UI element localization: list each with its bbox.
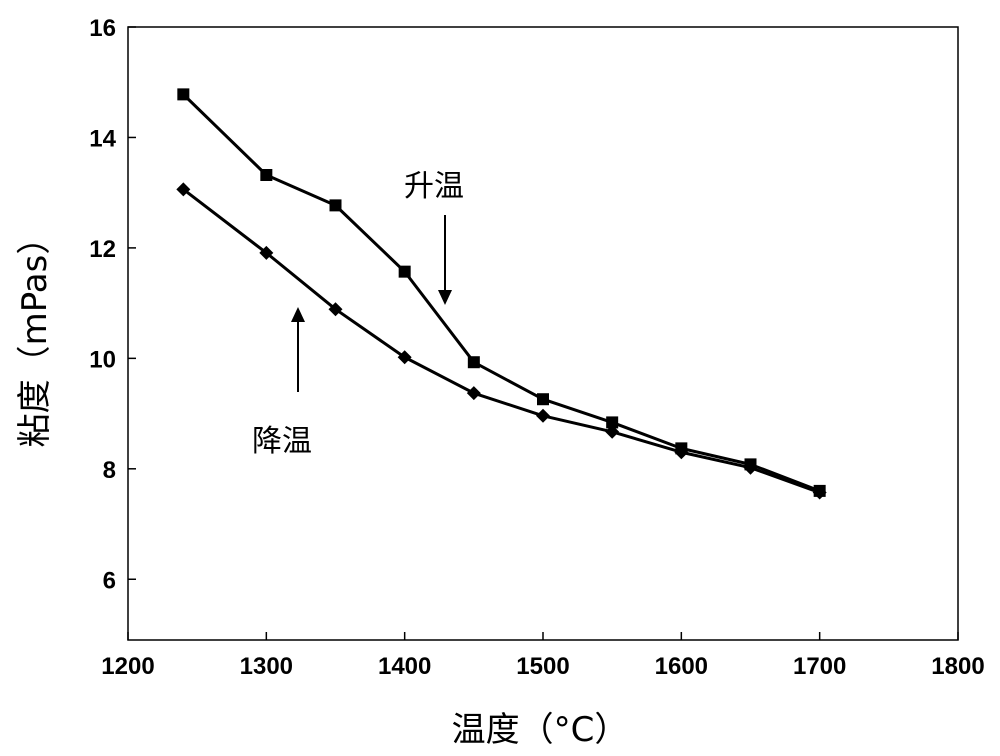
annotation-cooling-label: 降温: [252, 424, 312, 459]
y-tick-label: 12: [89, 236, 116, 263]
data-point-square: [330, 199, 342, 211]
data-point-square: [260, 169, 272, 181]
x-tick-label: 1500: [516, 653, 569, 680]
x-tick-label: 1600: [655, 653, 708, 680]
x-tick-label: 1800: [931, 653, 984, 680]
y-tick-label: 10: [89, 346, 116, 373]
annotation-heating-label: 升温: [404, 169, 464, 204]
annotation-cooling-arrowhead: [291, 307, 305, 322]
data-point-diamond: [536, 409, 550, 423]
x-axis-ticks: 1200 1300 1400 1500 1600 1700 1800: [101, 632, 984, 680]
y-tick-label: 14: [89, 125, 116, 152]
x-tick-label: 1400: [378, 653, 431, 680]
data-point-square: [399, 266, 411, 278]
y-tick-label: 6: [103, 567, 116, 594]
x-tick-label: 1300: [240, 653, 293, 680]
data-point-diamond: [467, 386, 481, 400]
annotation-heating-arrowhead: [438, 290, 452, 305]
data-point-square: [468, 356, 480, 368]
x-tick-label: 1700: [793, 653, 846, 680]
y-axis-title: 粘度（mPas）: [15, 221, 55, 448]
data-point-square: [537, 393, 549, 405]
y-tick-label: 8: [103, 457, 116, 484]
viscosity-temperature-chart: 6810121416 1200130014001500160017001800 …: [0, 0, 1000, 756]
x-axis-title: 温度（°C）: [452, 710, 629, 750]
x-tick-label: 1200: [101, 653, 154, 680]
y-axis-ticks: 6 8 10 12 14 16: [89, 15, 136, 594]
data-point-square: [177, 88, 189, 100]
y-tick-label: 16: [89, 15, 116, 42]
plot-frame: [128, 27, 958, 640]
